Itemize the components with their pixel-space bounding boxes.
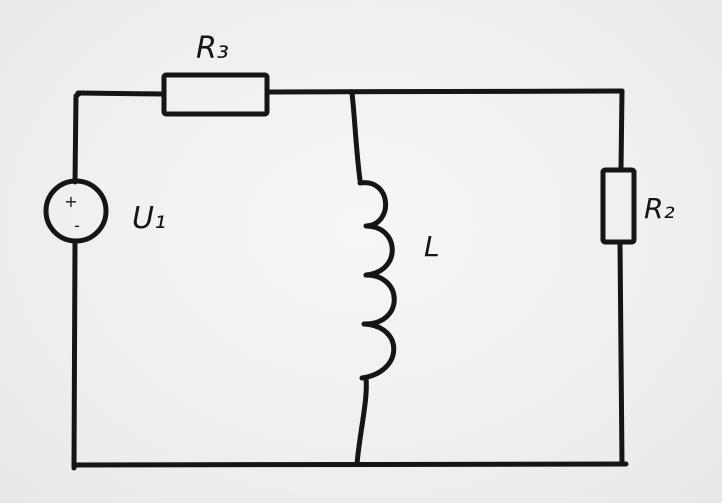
- voltage-source-u1: [43, 178, 109, 244]
- label-l: L: [424, 230, 440, 263]
- wire-bottom: [71, 461, 629, 468]
- wire-right-lower: [617, 239, 625, 467]
- source-plus-sign: +: [64, 192, 77, 211]
- resistor-r2: [600, 167, 637, 245]
- wire-top-left: [75, 90, 167, 97]
- wire-inductor-top: [349, 90, 363, 183]
- wire-left-lower: [71, 239, 78, 471]
- label-u1: U₁: [132, 201, 166, 236]
- wire-left-upper: [72, 93, 79, 185]
- wire-top-right: [264, 88, 625, 95]
- inductor-coil: [357, 180, 397, 381]
- resistor-r3: [161, 72, 270, 117]
- wire-inductor-bottom: [354, 375, 369, 467]
- wire-right-upper: [618, 88, 625, 173]
- label-r3: R₃: [196, 31, 229, 66]
- source-minus-sign: -: [74, 216, 80, 235]
- label-r2: R₂: [644, 192, 675, 225]
